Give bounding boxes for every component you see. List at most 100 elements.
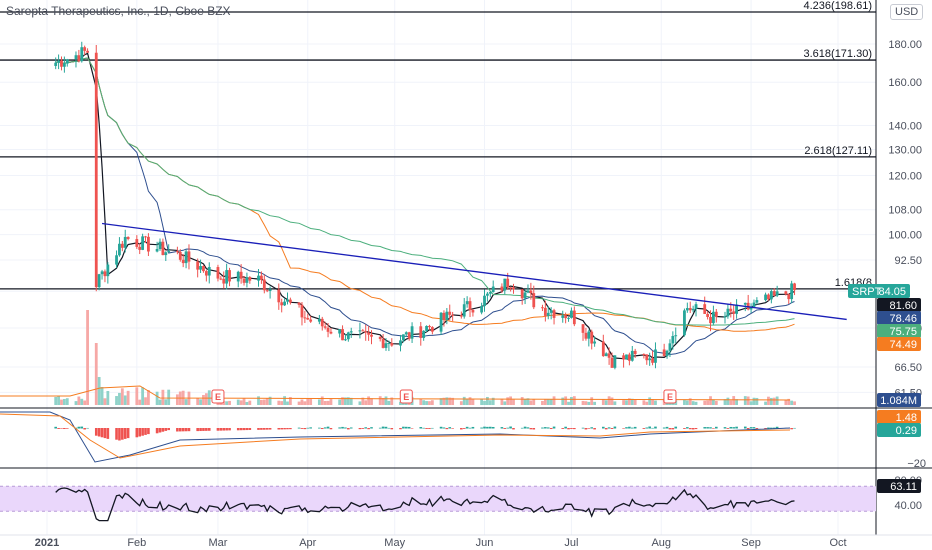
candle-body	[138, 246, 142, 250]
macd-histogram-bar	[755, 428, 759, 429]
price-axis-tick: 92.50	[894, 255, 922, 267]
candle-body	[549, 310, 553, 313]
rsi-line	[55, 487, 795, 522]
volume-bar	[448, 397, 452, 405]
volume-bar	[755, 397, 759, 405]
trendline[interactable]	[101, 222, 847, 321]
time-axis-tick: Oct	[829, 537, 846, 549]
candle-body	[462, 304, 466, 317]
macd-histogram-bar	[303, 428, 307, 430]
candle-body	[593, 341, 597, 344]
volume-bar	[344, 397, 347, 405]
candle-body	[277, 289, 281, 303]
macd-histogram-bar	[161, 428, 165, 432]
macd-histogram-bar	[549, 428, 553, 430]
volume-bar	[62, 398, 66, 405]
macd-histogram-bar	[358, 428, 362, 430]
volume-bar	[309, 398, 313, 405]
moving-average-line	[55, 57, 795, 356]
candle-body	[288, 299, 292, 303]
candle-body	[645, 354, 649, 361]
volume-bar	[694, 401, 698, 405]
price-axis[interactable]: 61.5066.5075.0092.50100.00108.00120.0013…	[888, 39, 922, 512]
candle-body	[422, 330, 426, 338]
candle-body	[625, 354, 628, 360]
macd-histogram-bar	[570, 428, 573, 429]
price-badge	[877, 324, 921, 338]
candle-body	[120, 243, 124, 248]
candle-body	[245, 277, 249, 283]
candle-body	[123, 236, 127, 248]
macd-histogram-bar	[451, 428, 454, 429]
macd-histogram-bar	[686, 427, 689, 429]
volume-bar	[326, 400, 330, 405]
macd-histogram-bar	[584, 428, 588, 430]
candle-body	[714, 311, 718, 317]
candle-body	[349, 331, 353, 333]
macd-histogram-bar	[94, 428, 98, 436]
macd-histogram-bar	[732, 427, 735, 429]
macd-histogram-bar	[645, 427, 649, 429]
candle-body	[581, 324, 585, 333]
volume-bar	[462, 396, 466, 405]
macd-histogram-bar	[404, 426, 408, 429]
candle-body	[309, 319, 313, 322]
volume-bar	[384, 396, 388, 405]
grid-lines	[0, 0, 932, 536]
volume-bar	[439, 398, 443, 405]
macd-histogram-bar	[228, 428, 231, 431]
candle-body	[364, 331, 368, 333]
candle-body	[665, 350, 669, 357]
volume-bar	[74, 401, 78, 405]
volume-bar	[141, 387, 145, 405]
candle-body	[703, 304, 707, 314]
candlesticks[interactable]	[54, 41, 796, 370]
candle-body	[604, 353, 608, 357]
candle-body	[520, 289, 524, 299]
macd-axis-tick: −20	[907, 458, 926, 470]
volume-bar	[749, 401, 753, 405]
macd-histogram-bar	[439, 426, 443, 429]
macd-histogram-bar	[767, 427, 770, 429]
candle-body	[94, 52, 98, 288]
candle-body	[685, 308, 689, 311]
macd-histogram-bar	[205, 428, 208, 431]
volume-bar	[199, 399, 202, 405]
macd-histogram-bar	[491, 426, 495, 429]
candle-body	[300, 304, 304, 318]
volume-bar	[714, 400, 718, 405]
candle-body	[506, 278, 510, 288]
candle-body	[65, 59, 69, 64]
currency-button[interactable]: USD	[890, 4, 924, 20]
macd-histogram-bar	[564, 426, 567, 429]
candle-body	[367, 332, 371, 335]
volume-bar	[775, 396, 779, 405]
macd-histogram-bar	[402, 426, 405, 429]
volume-bar	[257, 396, 260, 405]
volume-bar	[607, 396, 611, 405]
price-badge	[877, 311, 921, 325]
time-axis[interactable]: 2021 Feb Mar Apr May Jun Jul Aug Sep Oct	[35, 537, 847, 549]
macd-histogram-bar	[196, 428, 199, 432]
volume-bar	[239, 400, 243, 405]
earnings-label: E	[667, 392, 673, 402]
macd-histogram-bar	[280, 428, 283, 430]
volume-bar	[378, 396, 382, 405]
macd-histogram-bar	[602, 426, 605, 429]
candle-body	[764, 294, 767, 301]
macd-histogram-bar	[260, 428, 263, 430]
candle-body	[790, 283, 794, 300]
macd-histogram-bar	[164, 428, 168, 431]
volume-bar	[459, 401, 463, 405]
volume-bar	[622, 400, 625, 405]
volume-bar	[103, 398, 107, 405]
candle-body	[500, 286, 504, 291]
candle-body	[772, 291, 776, 296]
candle-body	[691, 308, 695, 311]
candle-body	[503, 278, 507, 291]
candle-body	[709, 316, 712, 324]
macd-histogram-bar	[668, 428, 672, 430]
macd-histogram-bar	[546, 427, 550, 429]
